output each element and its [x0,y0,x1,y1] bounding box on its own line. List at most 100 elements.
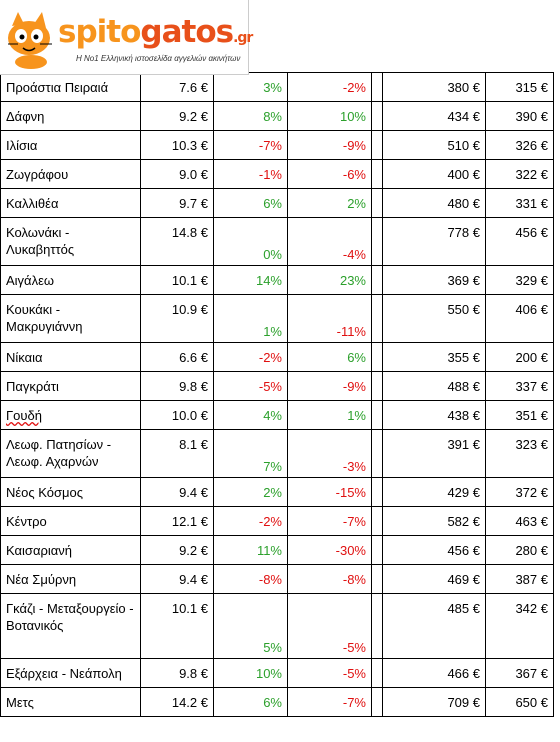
change-cell: 10% [287,101,372,131]
table-row: Γκάζι - Μεταξουργείο - Βοτανικός 10.1 €5%… [0,593,554,659]
rent-cell: 510 € [382,130,486,160]
table-row: Αιγάλεω 10.1 €14% 23% 369 €329 € [0,265,554,295]
rent-cell: 480 € [382,188,486,218]
rent-cell: 406 € [485,294,554,343]
price-per-sqm-cell: 9.2 € [140,535,214,565]
area-cell: Νίκαια [0,342,141,372]
rent-cell: 323 € [485,429,554,478]
price-per-sqm-cell: 14.8 € [140,217,214,266]
change-cell: -2% [213,506,288,536]
change-cell: -3% [287,429,372,478]
table-row: Παγκράτι 9.8 € -5% -9% 488 €337 € [0,371,554,401]
price-per-sqm-cell: 9.8 € [140,658,214,688]
change-cell: -5% [213,371,288,401]
rent-cell: 342 € [485,593,554,659]
rent-cell: 372 € [485,477,554,507]
spacer-cell [371,72,383,102]
spacer-cell [371,506,383,536]
spacer-cell [371,535,383,565]
rent-cell: 778 € [382,217,486,266]
rent-cell: 463 € [485,506,554,536]
table-row: Λεωφ. Πατησίων - Λεωφ. Αχαρνών 8.1 €7% -3%… [0,429,554,478]
price-per-sqm-cell: 10.1 € [140,593,214,659]
change-cell: -2% [287,72,372,102]
rent-cell: 355 € [382,342,486,372]
rent-cell: 351 € [485,400,554,430]
area-cell: Καλλιθέα [0,188,141,218]
price-per-sqm-cell: 9.8 € [140,371,214,401]
spacer-cell [371,400,383,430]
change-cell: 1% [213,294,288,343]
table-row: Ιλίσια 10.3 € -7% -9% 510 €326 € [0,130,554,160]
rent-cell: 456 € [485,217,554,266]
rent-cell: 550 € [382,294,486,343]
table-row: Δάφνη 9.2 €8% 10% 434 €390 € [0,101,554,131]
change-cell: -8% [287,564,372,594]
price-per-sqm-cell: 9.7 € [140,188,214,218]
change-cell: -8% [213,564,288,594]
change-cell: 1% [287,400,372,430]
area-cell: Ιλίσια [0,130,141,160]
area-cell: Κέντρο [0,506,141,536]
area-cell: Δάφνη [0,101,141,131]
table-row: Εξάρχεια - Νεάπολη 9.8 €10% -5% 466 €367 € [0,658,554,688]
brand-wordmark: spitogatos.gr [58,14,253,50]
change-cell: 5% [213,593,288,659]
change-cell: 14% [213,265,288,295]
spacer-cell [371,342,383,372]
spacer-cell [371,101,383,131]
rent-cell: 466 € [382,658,486,688]
rent-cell: 369 € [382,265,486,295]
table-row: Κέντρο 12.1 € -2% -7% 582 €463 € [0,506,554,536]
change-cell: -1% [213,159,288,189]
change-cell: -2% [213,342,288,372]
rent-cell: 380 € [382,72,486,102]
rent-cell: 322 € [485,159,554,189]
area-cell: Αιγάλεω [0,265,141,295]
change-cell: 0% [213,217,288,266]
price-per-sqm-cell: 9.0 € [140,159,214,189]
change-cell: 4% [213,400,288,430]
change-cell: -4% [287,217,372,266]
spacer-cell [371,687,383,717]
spacer-cell [371,130,383,160]
change-cell: 11% [213,535,288,565]
rent-cell: 326 € [485,130,554,160]
area-cell: Καισαριανή [0,535,141,565]
rent-cell: 582 € [382,506,486,536]
price-per-sqm-cell: 10.1 € [140,265,214,295]
price-per-sqm-cell: 12.1 € [140,506,214,536]
price-per-sqm-cell: 10.0 € [140,400,214,430]
change-cell: -9% [287,371,372,401]
area-cell: Παγκράτι [0,371,141,401]
spacer-cell [371,371,383,401]
brand-tagline: Η Νο1 Ελληνική ιστοσελίδα αγγελιών ακινή… [76,54,241,63]
table-row: Μετς 14.2 €6% -7% 709 €650 € [0,687,554,717]
spacer-cell [371,477,383,507]
price-per-sqm-cell: 9.4 € [140,564,214,594]
rent-cell: 434 € [382,101,486,131]
change-cell: 10% [213,658,288,688]
spacer-cell [371,593,383,659]
rent-cell: 650 € [485,687,554,717]
change-cell: -5% [287,658,372,688]
table-row: Καισαριανή 9.2 €11% -30% 456 €280 € [0,535,554,565]
spacer-cell [371,265,383,295]
area-cell: Κουκάκι - Μακρυγιάννη [0,294,141,343]
rent-cell: 429 € [382,477,486,507]
rent-cell: 337 € [485,371,554,401]
rent-cell: 329 € [485,265,554,295]
price-per-sqm-cell: 10.9 € [140,294,214,343]
area-cell: Εξάρχεια - Νεάπολη [0,658,141,688]
table-row: Προάστια Πειραιά 7.6 €3% -2% 380 €315 € [0,72,554,102]
area-cell: Γουδή [0,400,141,430]
rent-cell: 387 € [485,564,554,594]
area-cell: Προάστια Πειραιά [0,72,141,102]
change-cell: 6% [213,687,288,717]
spacer-cell [371,658,383,688]
rent-cell: 390 € [485,101,554,131]
table-row: Νίκαια 6.6 € -2% 6% 355 €200 € [0,342,554,372]
change-cell: -11% [287,294,372,343]
area-cell: Λεωφ. Πατησίων - Λεωφ. Αχαρνών [0,429,141,478]
rent-cell: 456 € [382,535,486,565]
